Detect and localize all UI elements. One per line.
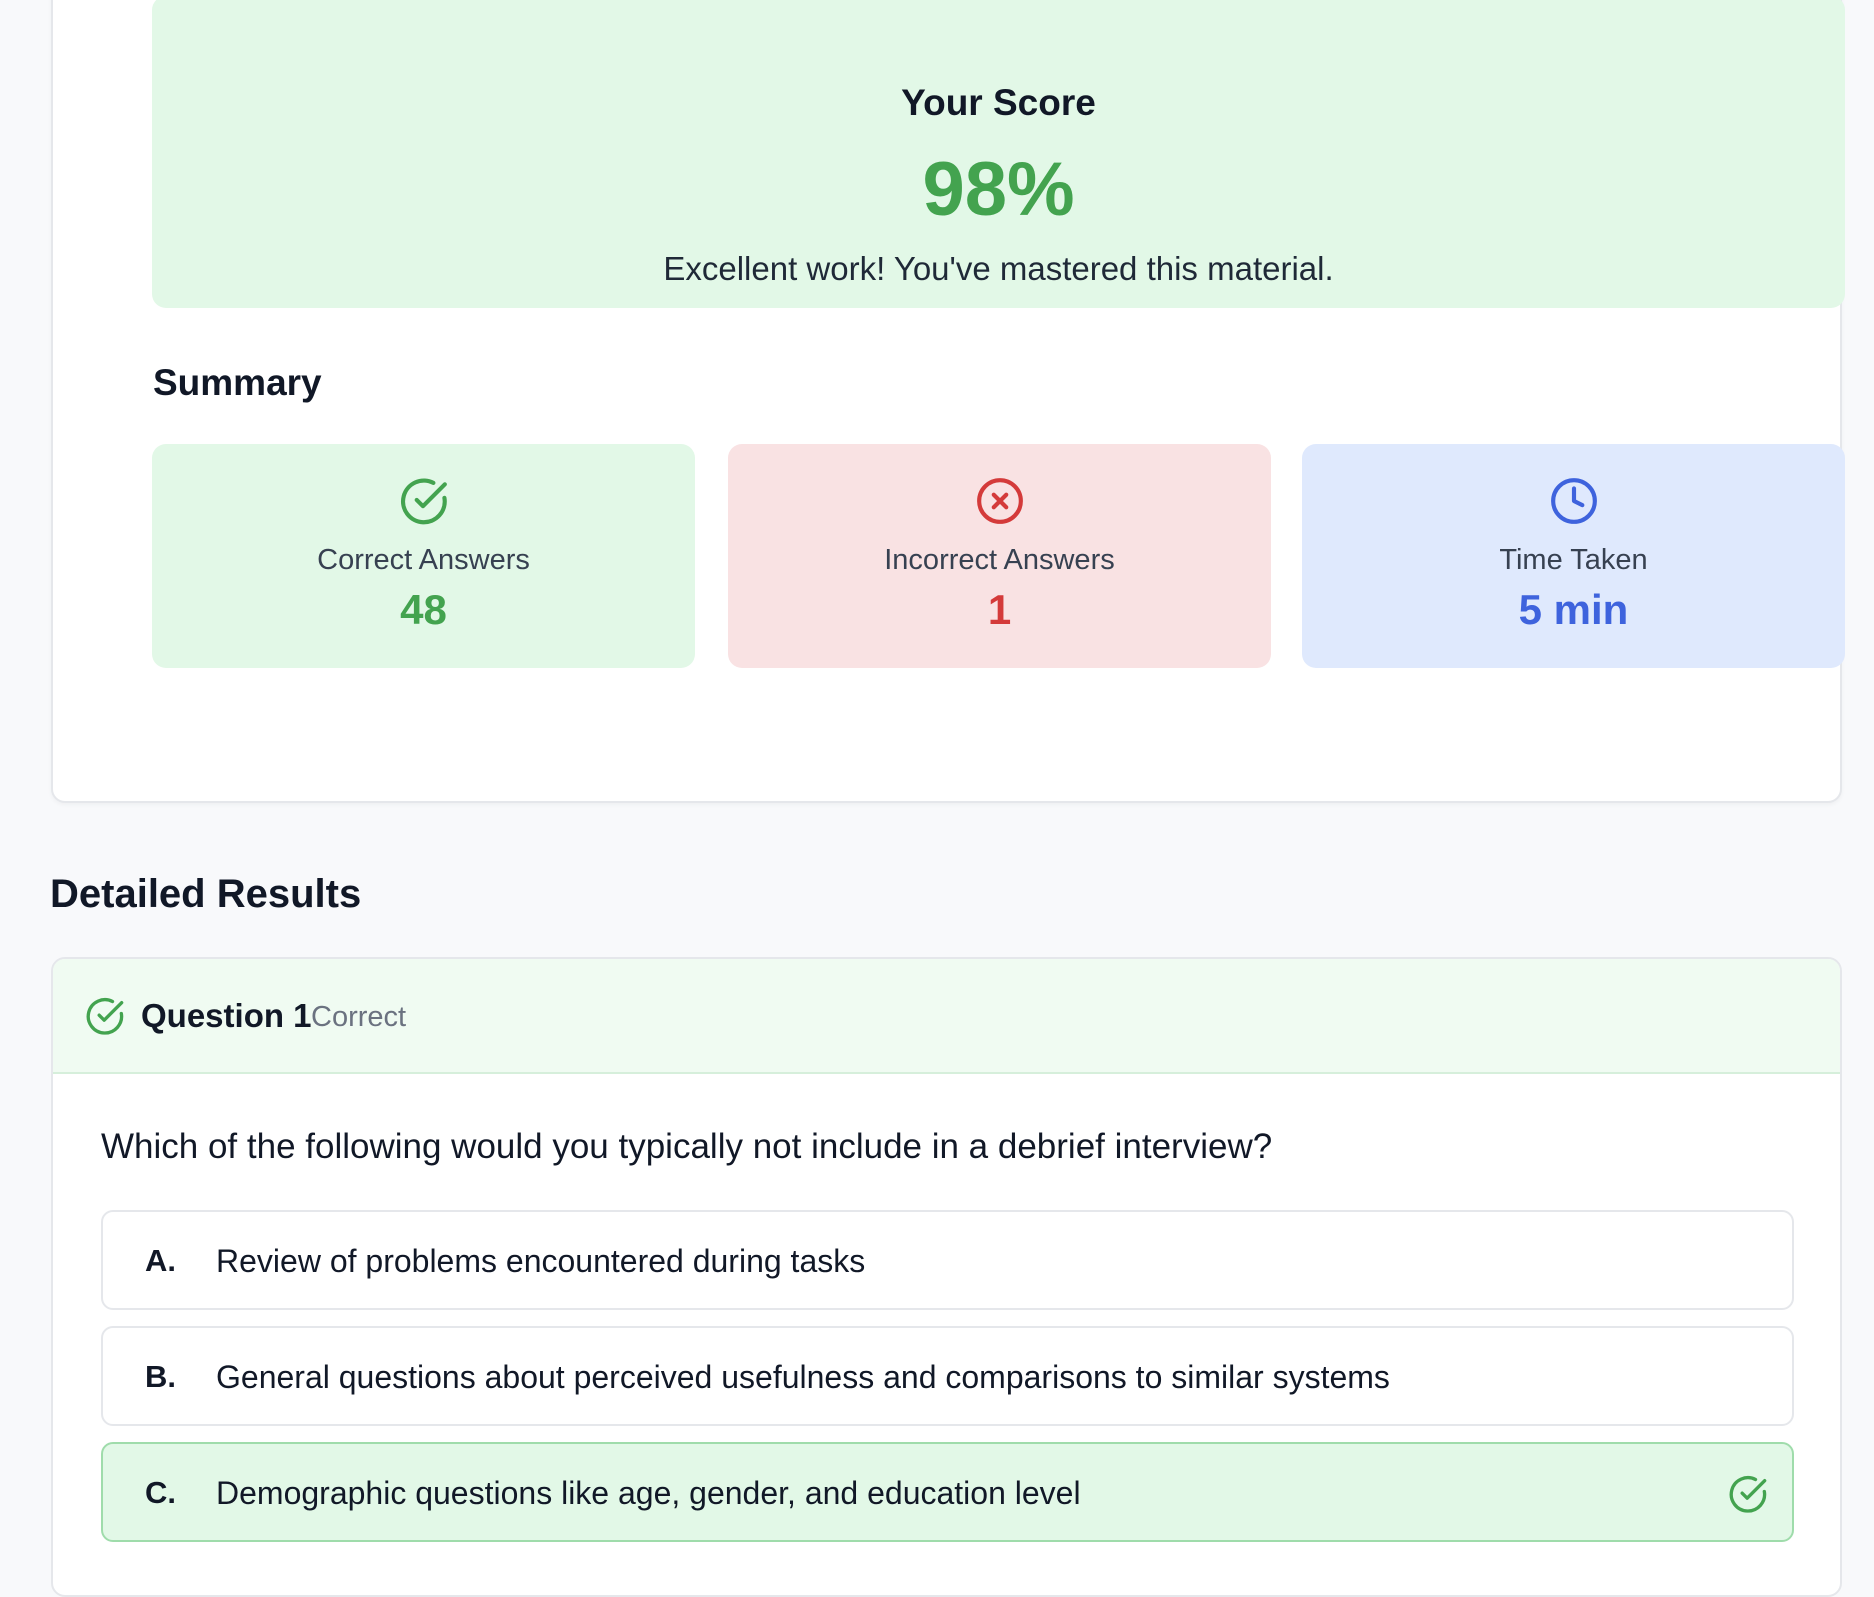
check-circle-icon	[400, 478, 447, 525]
score-value: 98%	[922, 147, 1075, 232]
option-b: B. General questions about perceived use…	[101, 1326, 1794, 1426]
score-message: Excellent work! You've mastered this mat…	[663, 250, 1334, 287]
time-taken-value: 5 min	[1518, 586, 1629, 633]
time-taken-card: Time Taken 5 min	[1302, 444, 1845, 668]
time-taken-label: Time Taken	[1499, 544, 1648, 576]
incorrect-answers-card: Incorrect Answers 1	[728, 444, 1271, 668]
question-status: Correct	[311, 1001, 407, 1033]
correct-answers-card: Correct Answers 48	[152, 444, 695, 668]
check-circle-icon	[86, 998, 124, 1035]
results-card: Your Score 98% Excellent work! You've ma…	[51, 0, 1845, 803]
score-title: Your Score	[901, 82, 1096, 123]
option-letter: B.	[145, 1359, 176, 1394]
question-number: Question 1	[141, 997, 312, 1034]
option-text: Demographic questions like age, gender, …	[216, 1475, 1081, 1511]
option-letter: C.	[145, 1475, 176, 1510]
option-c: C. Demographic questions like age, gende…	[101, 1442, 1794, 1542]
detailed-results-heading: Detailed Results	[50, 872, 362, 916]
x-circle-icon	[976, 478, 1023, 524]
question-header[interactable]: Question 1 Correct	[53, 959, 1840, 1074]
option-letter: A.	[145, 1243, 176, 1278]
incorrect-answers-label: Incorrect Answers	[884, 544, 1115, 576]
question-text: Which of the following would you typical…	[101, 1127, 1273, 1166]
incorrect-answers-value: 1	[987, 586, 1012, 633]
option-a: A. Review of problems encountered during…	[101, 1210, 1794, 1310]
option-text: General questions about perceived useful…	[216, 1359, 1390, 1395]
clock-icon	[1550, 478, 1597, 524]
summary-heading: Summary	[153, 362, 322, 403]
check-circle-icon	[1729, 1476, 1767, 1513]
question-card: Question 1 Correct Which of the followin…	[51, 957, 1842, 1597]
score-panel: Your Score 98% Excellent work! You've ma…	[152, 0, 1845, 308]
correct-answers-label: Correct Answers	[317, 544, 530, 576]
correct-answers-value: 48	[400, 586, 447, 633]
option-text: Review of problems encountered during ta…	[216, 1243, 866, 1279]
